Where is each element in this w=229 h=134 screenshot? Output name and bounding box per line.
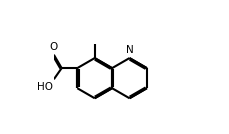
- Text: O: O: [49, 42, 58, 52]
- Text: HO: HO: [37, 82, 52, 92]
- Text: N: N: [125, 45, 133, 55]
